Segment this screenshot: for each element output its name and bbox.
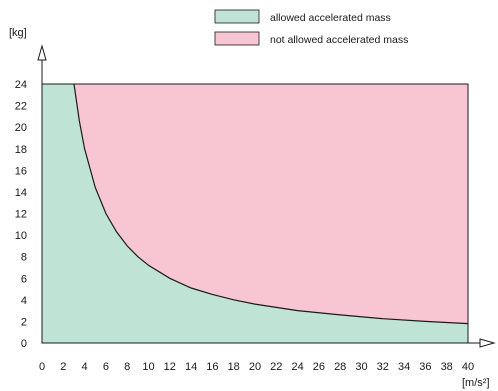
boundary-curve [73, 83, 469, 325]
y-tick-label: 18 [15, 144, 27, 156]
x-tick-labels: 0 2 4 6 8 10 12 14 16 18 20 22 24 26 28 30 32 34 36 38 40 [39, 361, 474, 373]
x-axis-arrowhead [479, 338, 496, 348]
y-tick-label: 12 [15, 209, 27, 221]
area-not-allowed [74, 84, 468, 324]
y-tick-label: 0 [21, 338, 27, 350]
x-tick-label: 0 [39, 361, 45, 373]
x-axis-label: [m/s²] [462, 377, 490, 389]
y-axis-arrowhead [37, 44, 47, 61]
x-tick-label: 34 [398, 361, 410, 373]
x-tick-label: 16 [206, 361, 218, 373]
x-tick-label: 28 [334, 361, 346, 373]
y-tick-label: 6 [21, 273, 27, 285]
y-tick-label: 4 [21, 295, 27, 307]
y-tick-label: 24 [15, 79, 27, 91]
x-tick-label: 20 [249, 361, 261, 373]
x-tick-label: 38 [441, 361, 453, 373]
x-tick-label: 18 [228, 361, 240, 373]
x-tick-label: 2 [60, 361, 66, 373]
legend: allowed accelerated mass not allowed acc… [214, 9, 408, 46]
legend-swatch-not-allowed [214, 31, 260, 46]
x-tick-label: 24 [291, 361, 303, 373]
legend-swatch-allowed [214, 9, 260, 24]
x-tick-label: 30 [355, 361, 367, 373]
legend-label-allowed: allowed accelerated mass [270, 12, 391, 24]
x-tick-label: 40 [462, 361, 474, 373]
x-tick-label: 6 [103, 361, 109, 373]
y-tick-label: 16 [15, 165, 27, 177]
y-tick-label: 10 [15, 230, 27, 242]
axes [37, 44, 496, 348]
chart-areas [41, 83, 469, 344]
x-tick-label: 22 [270, 361, 282, 373]
x-tick-label: 12 [164, 361, 176, 373]
y-axis-label: [kg] [9, 27, 27, 39]
x-tick-label: 14 [185, 361, 197, 373]
y-tick-label: 2 [21, 316, 27, 328]
y-tick-label: 8 [21, 252, 27, 264]
y-tick-label: 14 [15, 187, 27, 199]
x-tick-label: 36 [419, 361, 431, 373]
x-tick-label: 8 [124, 361, 130, 373]
x-tick-label: 10 [142, 361, 154, 373]
y-tick-label: 20 [15, 122, 27, 134]
x-tick-label: 4 [82, 361, 88, 373]
x-tick-label: 26 [313, 361, 325, 373]
area-allowed [42, 84, 468, 343]
legend-label-not-allowed: not allowed accelerated mass [270, 34, 408, 46]
y-tick-label: 22 [15, 101, 27, 113]
x-tick-label: 32 [377, 361, 389, 373]
